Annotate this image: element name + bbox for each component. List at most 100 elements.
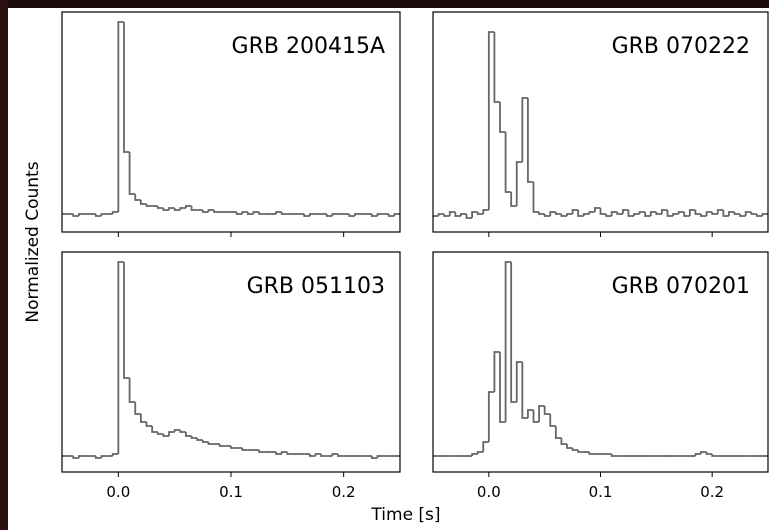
panel: GRB 200415A (61, 11, 401, 237)
histogram-step (314, 453, 322, 456)
x-tick-label: 0.2 (700, 483, 724, 501)
histogram-step (577, 210, 584, 217)
histogram-step (443, 214, 450, 217)
histogram-step (139, 414, 147, 423)
histogram-step (303, 214, 310, 217)
histogram-step (280, 451, 288, 454)
histogram-step (566, 213, 573, 216)
histogram-step (354, 213, 361, 216)
histogram-step (465, 214, 473, 219)
histogram-step (156, 206, 164, 209)
histogram-step (94, 214, 102, 217)
histogram-step (370, 456, 378, 459)
histogram-step (168, 431, 175, 436)
histogram-step (487, 31, 495, 210)
histogram-step (471, 211, 478, 218)
histogram-step (694, 453, 701, 456)
histogram-step (387, 214, 395, 217)
histogram-step (627, 210, 634, 217)
histogram-step (308, 454, 316, 457)
histogram-step (179, 430, 186, 433)
histogram-step (638, 211, 646, 214)
histogram-step (549, 414, 556, 427)
histogram-step (173, 429, 181, 432)
histogram-step (504, 261, 512, 422)
histogram-step (571, 448, 579, 451)
histogram-step (185, 432, 192, 437)
histogram-step (151, 426, 158, 433)
histogram-step (672, 213, 679, 216)
histogram-step (549, 211, 556, 216)
histogram-step (190, 206, 198, 211)
histogram-step (761, 213, 768, 216)
histogram-step (594, 207, 601, 212)
histogram-step (213, 210, 220, 213)
histogram-step (655, 212, 662, 215)
histogram-step (252, 211, 260, 214)
histogram-step (538, 405, 545, 422)
histogram-step (649, 211, 657, 216)
histogram-step (218, 444, 226, 447)
histogram-step (543, 214, 551, 217)
histogram-step (521, 362, 528, 419)
histogram-step (448, 211, 456, 216)
histogram-step (111, 211, 119, 214)
histogram-step (504, 132, 512, 193)
histogram-step (100, 213, 108, 216)
histogram-step (610, 211, 618, 216)
histogram-step (437, 213, 445, 216)
histogram-step (666, 210, 674, 217)
histogram-step (471, 453, 478, 456)
histogram-step (493, 32, 500, 103)
histogram-step (100, 455, 108, 458)
histogram-step (134, 194, 141, 201)
histogram-step (566, 444, 573, 449)
histogram-step (72, 214, 79, 217)
histogram-step (711, 212, 718, 215)
histogram-step (515, 161, 523, 206)
histogram-step (241, 448, 248, 451)
histogram-step (286, 452, 293, 455)
histogram-step (677, 211, 685, 214)
histogram-step (487, 391, 495, 442)
histogram-step (610, 454, 618, 457)
histogram-step (111, 453, 119, 456)
histogram-step (499, 352, 506, 423)
histogram-step (460, 213, 467, 216)
histogram-step (739, 214, 746, 217)
histogram-step (482, 441, 489, 452)
histogram-step (230, 446, 237, 449)
histogram-step (139, 200, 147, 205)
histogram-step (123, 22, 130, 153)
top-border (0, 0, 769, 8)
histogram-step (582, 213, 590, 216)
histogram-step (94, 456, 102, 459)
panel-title: GRB 070201 (612, 274, 750, 299)
histogram-step (661, 209, 668, 214)
histogram-step (275, 452, 282, 455)
histogram-step (560, 214, 567, 217)
histogram-step (521, 97, 528, 162)
panel-title: GRB 051103 (247, 274, 385, 299)
histogram-step (325, 214, 333, 217)
histogram-step (711, 454, 718, 457)
histogram-step (527, 98, 534, 183)
histogram-step (560, 438, 567, 445)
histogram-step (588, 211, 595, 214)
histogram-step (722, 210, 729, 217)
histogram-step (117, 261, 124, 454)
histogram-step (482, 209, 489, 214)
histogram-step (683, 212, 690, 217)
histogram-step (331, 213, 339, 216)
histogram-step (78, 455, 85, 458)
panel: GRB 070222 (432, 11, 769, 237)
histogram-step (543, 406, 551, 415)
x-tick-label: 0.1 (219, 483, 243, 501)
histogram-step (510, 262, 517, 403)
histogram-step (348, 214, 355, 217)
x-tick-label: 0.2 (332, 483, 356, 501)
histogram-step (538, 212, 545, 215)
histogram-step (376, 213, 384, 216)
x-tick-label: 0.0 (477, 483, 501, 501)
